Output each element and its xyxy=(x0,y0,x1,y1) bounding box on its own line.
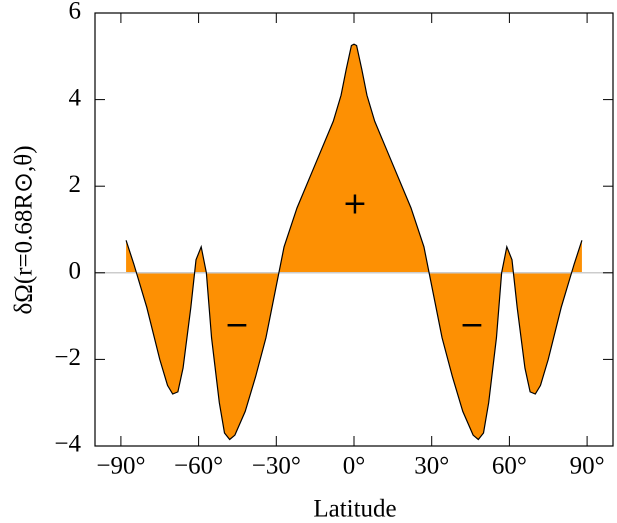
area-fill xyxy=(126,44,582,440)
y-tick-label: −2 xyxy=(54,344,81,371)
x-tick-label: 30° xyxy=(414,453,449,480)
x-tick-label: 0° xyxy=(343,453,366,480)
y-axis-label: δΩ(r=0.68R⊙,θ) xyxy=(11,145,38,314)
x-tick-label: −30° xyxy=(252,453,301,480)
annotation: + xyxy=(342,187,367,222)
y-tick-label: 4 xyxy=(69,84,82,111)
y-tick-label: −4 xyxy=(54,431,81,458)
y-tick-label: 6 xyxy=(69,0,82,25)
x-axis-label: Latitude xyxy=(313,496,396,523)
x-tick-label: −90° xyxy=(96,453,145,480)
y-tick-label: 2 xyxy=(69,171,82,198)
x-tick-label: 60° xyxy=(492,453,527,480)
y-tick-label: 0 xyxy=(69,258,82,285)
x-tick-label: −60° xyxy=(174,453,223,480)
x-tick-label: 90° xyxy=(570,453,605,480)
annotation: − xyxy=(224,308,249,343)
area-line xyxy=(125,43,583,441)
annotation: − xyxy=(459,308,484,343)
